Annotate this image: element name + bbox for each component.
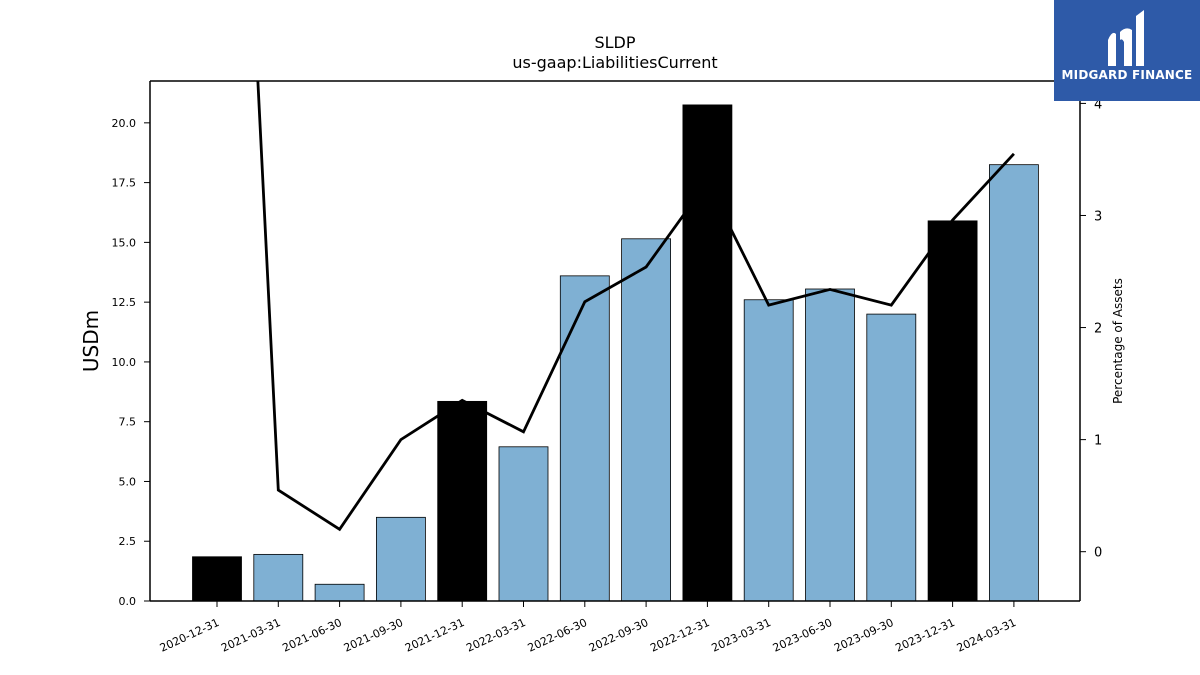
- x-tick-label: 2022-06-30: [526, 616, 589, 655]
- y-tick-label: 7.5: [119, 416, 137, 429]
- y-tick-label: 12.5: [112, 296, 137, 309]
- y-axis-label: USDm: [79, 310, 103, 372]
- bar: [375, 516, 426, 602]
- x-tick-label: 2021-06-30: [280, 616, 343, 655]
- bars-group: [192, 104, 1039, 602]
- percentage-line: [256, 81, 1015, 532]
- x-tick-label: 2021-09-30: [342, 616, 405, 655]
- bar: [866, 313, 917, 602]
- x-tick-label: 2020-12-31: [158, 616, 221, 655]
- y-right-tick-label: 1: [1094, 434, 1102, 449]
- y-tick-label: 20.0: [112, 117, 137, 130]
- brand-name: MIDGARD FINANCE: [1061, 68, 1193, 82]
- x-tick-label: 2023-12-31: [893, 616, 956, 655]
- x-tick-label: 2023-06-30: [771, 616, 834, 655]
- y-tick-label: 5.0: [119, 475, 137, 488]
- y-tick-label: 0.0: [119, 595, 137, 608]
- x-tick-label: 2023-09-30: [832, 616, 895, 655]
- bar: [805, 288, 855, 602]
- chart-title: SLDP: [594, 33, 635, 52]
- y-tick-label: 2.5: [119, 535, 137, 548]
- bar: [498, 446, 549, 602]
- x-tick-label: 2022-03-31: [464, 616, 527, 655]
- bar: [192, 556, 242, 602]
- brand-logo: MIDGARD FINANCE: [1054, 0, 1200, 101]
- bar: [437, 400, 488, 602]
- bar: [621, 238, 671, 602]
- y-right-tick-label: 0: [1094, 546, 1102, 561]
- logo-mark-icon: [1108, 10, 1144, 66]
- line-group: [256, 81, 1015, 532]
- bar: [314, 583, 365, 602]
- y-tick-label: 17.5: [112, 177, 137, 190]
- x-tick-label: 2022-09-30: [587, 616, 650, 655]
- y-right-tick-label: 3: [1094, 209, 1102, 224]
- y-tick-label: 15.0: [112, 236, 137, 249]
- bar: [682, 104, 733, 602]
- x-tick-label: 2023-03-31: [710, 616, 773, 655]
- y-right-tick-label: 2: [1094, 322, 1102, 337]
- x-tick-label: 2021-12-31: [403, 616, 466, 655]
- chart-subtitle: us-gaap:LiabilitiesCurrent: [512, 53, 717, 72]
- bar: [559, 275, 610, 602]
- x-tick-label: 2022-12-31: [648, 616, 711, 655]
- y-tick-label: 10.0: [112, 356, 137, 369]
- x-tick-label: 2024-03-31: [955, 616, 1018, 655]
- bar: [253, 553, 304, 602]
- bar: [989, 164, 1039, 602]
- x-tick-label: 2021-03-31: [219, 616, 282, 655]
- y-axis-right-label: Percentage of Assets: [1111, 278, 1125, 404]
- bar: [743, 299, 794, 602]
- y-right-tick-label: 4: [1094, 97, 1102, 112]
- bar: [927, 220, 978, 602]
